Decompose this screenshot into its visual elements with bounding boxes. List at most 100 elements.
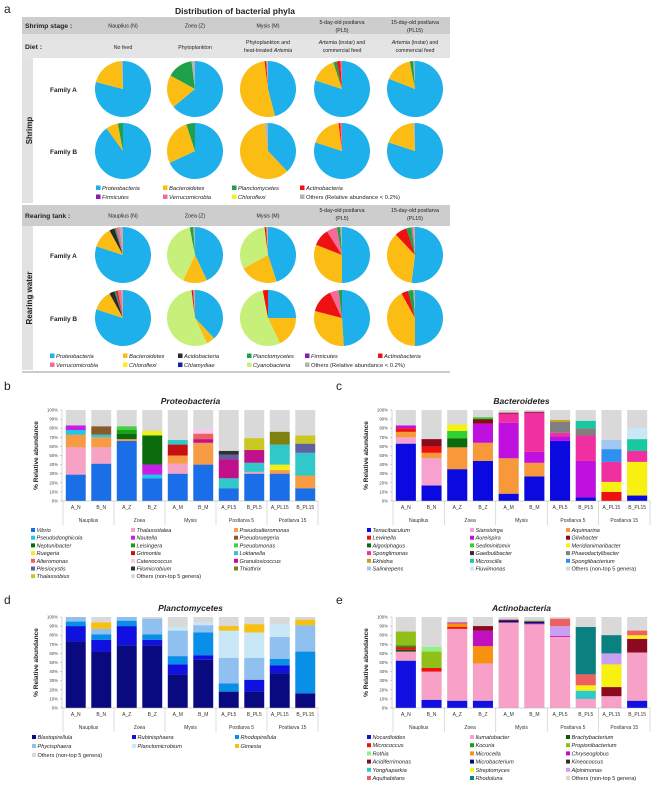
- legend-label: Alpinimonas: [571, 768, 603, 774]
- stage-header: Mysis (M): [257, 24, 280, 30]
- pie-slice-bacteroidetes: [243, 255, 277, 283]
- pie-slice-others: [413, 290, 415, 318]
- legend-label: Actinobacteria: [383, 354, 422, 360]
- pie-slice-bacteroidetes: [314, 311, 344, 346]
- bar-segment-microscilla: [575, 420, 596, 429]
- bar-segment-rhodopirellula: [91, 634, 112, 640]
- pie-slice-proteobacteria: [387, 123, 444, 179]
- pie-chart: [240, 61, 297, 117]
- legend-swatch: [178, 353, 183, 358]
- legend-label: Meridianimaribacter: [572, 543, 622, 549]
- legend-swatch: [300, 185, 305, 190]
- stage-header: Nauplius (N): [108, 214, 138, 220]
- bar-segment-neptunibacter: [142, 435, 163, 465]
- pie-slice-others: [191, 61, 195, 89]
- bar-segment-planctomicrobium: [244, 632, 265, 658]
- bar-segment-chryseoglobus: [524, 623, 545, 625]
- group-label: Postlarva 15: [279, 518, 307, 524]
- legend-swatch: [131, 528, 135, 532]
- pie-slice-proteobacteria: [173, 61, 223, 117]
- stage-header: Zoea (Z): [185, 214, 206, 220]
- bar-segment-loktanella: [91, 434, 112, 438]
- bar-segment-propionibacterium: [421, 651, 442, 668]
- pie-slice-planctomycetes: [408, 290, 415, 318]
- category-label: B_N: [96, 712, 106, 718]
- bar-segment-phycisphaera: [269, 637, 290, 659]
- bar-segment-meridianimaribacter: [627, 461, 648, 496]
- diet-header: Artemia (instar) and: [318, 40, 366, 46]
- bar-segment-chryseoglobus: [550, 636, 571, 638]
- bar-segment-propionibacterium: [395, 631, 416, 646]
- legend-swatch: [470, 743, 474, 748]
- y-tick-label: 0%: [382, 499, 388, 504]
- pie-slice-bacteroidetes: [388, 61, 415, 89]
- bar-segment-phaeodactylibacter: [550, 421, 571, 433]
- pie-slice-proteobacteria: [268, 290, 296, 318]
- pie-slice-planctomycetes: [338, 290, 342, 318]
- category-label: A_PL5: [553, 712, 568, 718]
- family-label: Family B: [50, 149, 77, 156]
- bar-segment-ilumatobacter: [575, 698, 596, 708]
- pie-slice-planctomycetes: [117, 123, 123, 151]
- diet-header: commercial feed: [323, 48, 362, 54]
- category-label: A_N: [401, 505, 411, 511]
- pie-chart: [387, 61, 443, 117]
- category-label: B_PL5: [578, 505, 593, 511]
- bar-segment-gimesia: [218, 626, 239, 631]
- bar-segment-planctomicrobium: [218, 630, 239, 658]
- bar-segment-phycisphaera: [167, 630, 188, 657]
- bar-segment-microscilla: [627, 439, 648, 451]
- legend-swatch: [566, 551, 570, 556]
- stage-header: 5-day-old postlarva: [319, 208, 364, 214]
- legend-swatch: [367, 558, 371, 563]
- stage-header: 15-day-old postlarva: [391, 208, 439, 214]
- bar-segment-rubinisphaera: [142, 639, 163, 646]
- panel-letter-b: b: [4, 379, 11, 393]
- pie-slice-bacteroidetes: [388, 123, 415, 151]
- legend-swatch: [300, 194, 305, 199]
- bar-segment-pseudoalteromonas: [295, 475, 316, 489]
- category-label: B_PL5: [578, 712, 593, 718]
- category-label: A_PL15: [603, 505, 621, 511]
- pie-slice-others: [193, 227, 195, 255]
- bar-segment-aquimarina: [395, 431, 416, 438]
- y-tick-label: 100%: [47, 615, 58, 620]
- legend-swatch: [470, 566, 474, 571]
- category-label: A_M: [173, 712, 183, 718]
- pie-slice-proteobacteria: [169, 123, 223, 180]
- pie-slice-actinobacteria: [191, 290, 195, 318]
- legend-label: Leisingera: [137, 543, 163, 549]
- legend-swatch: [234, 551, 238, 556]
- category-label: B_PL5: [247, 505, 262, 511]
- pie-slice-actinobacteria: [315, 231, 342, 255]
- legend-label: Grimontia: [137, 551, 161, 557]
- bar-segment-yonghaparkia: [575, 690, 596, 699]
- stage-header: (PL5): [336, 28, 349, 34]
- y-tick-label: 10%: [379, 696, 388, 701]
- pie-slice-others: [193, 290, 195, 318]
- pie-slice-verrucomicrobia: [340, 123, 342, 151]
- bar-segment-rhodoluna: [601, 635, 622, 654]
- legend-swatch: [131, 535, 135, 540]
- diet-label: Diet :: [25, 44, 42, 51]
- bar-segment-loktanella: [269, 444, 290, 465]
- group-label: Zoea: [134, 518, 146, 524]
- bar-segment-blastopirellula: [167, 674, 188, 708]
- legend-swatch: [470, 767, 474, 772]
- pie-chart: [387, 227, 444, 283]
- diet-header: heat-treated Artemia: [244, 48, 292, 54]
- bar-segment-tenacibaculum: [524, 476, 545, 501]
- legend-swatch: [50, 362, 55, 367]
- category-label: A_PL5: [221, 712, 236, 718]
- legend-swatch: [566, 543, 570, 548]
- bar-segment-nautella: [142, 464, 163, 475]
- pie-slice-actinobacteria: [338, 123, 342, 151]
- legend-label: Chlamydiae: [184, 363, 215, 369]
- bar-segment-loktanella: [295, 452, 316, 476]
- bar-segment-vibrio: [193, 464, 214, 501]
- y-tick-label: 10%: [379, 489, 388, 494]
- bar-segment-microcella: [447, 623, 468, 628]
- bar-segment-thalassotalea: [91, 447, 112, 464]
- legend-swatch: [566, 528, 570, 532]
- bar-segment-vibrio: [244, 473, 265, 501]
